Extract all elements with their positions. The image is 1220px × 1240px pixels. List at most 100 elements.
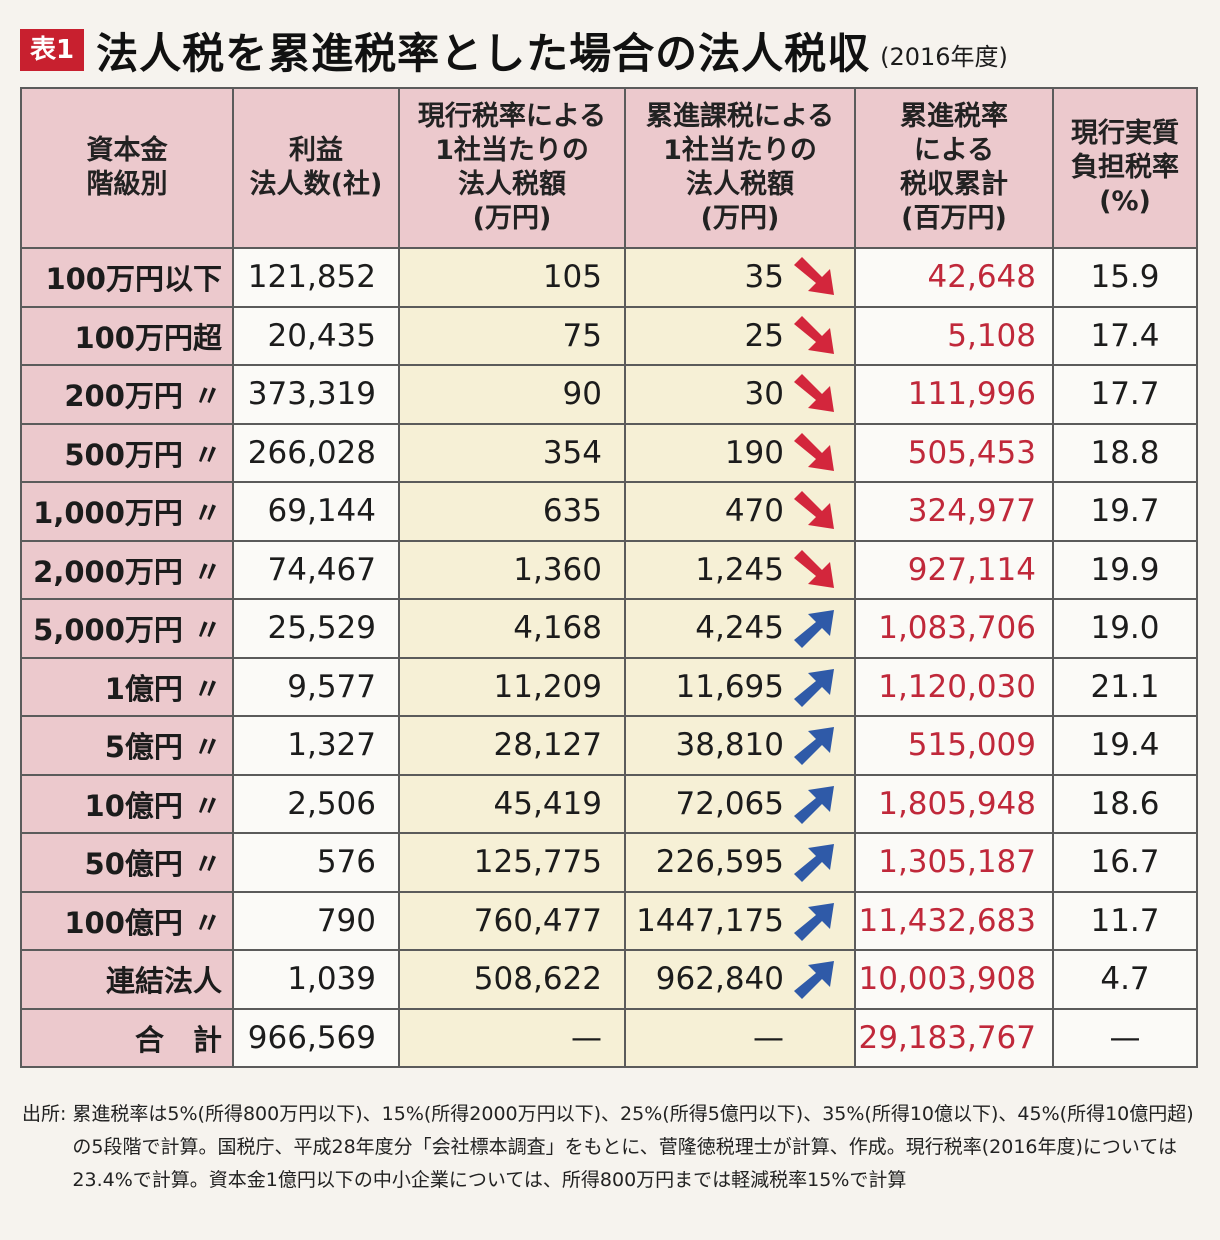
capital-class-cell: 5,000万円 〃: [20, 598, 234, 659]
arrow-up-right-icon: [794, 668, 834, 707]
company-count-cell: 1,327: [232, 715, 400, 776]
progressive-tax-wrap: 4,245: [626, 606, 854, 650]
arrow-up-right-icon: [794, 610, 834, 649]
header-row: 資本金 階級別 利益 法人数(社) 現行税率による 1社当たりの 法人税額 (万…: [20, 87, 1198, 249]
company-count-cell: 69,144: [232, 481, 400, 542]
capital-class-cell: 連結法人: [20, 949, 234, 1010]
tax-revenue-cell: 1,805,948: [854, 773, 1054, 834]
progressive-tax-wrap: 38,810: [626, 723, 854, 767]
capital-class-cell: 1億円 〃: [20, 656, 234, 717]
progressive-tax-value: 72,065: [675, 785, 784, 822]
effective-rate-cell: 19.0: [1052, 598, 1198, 659]
current-tax-cell: 125,775: [398, 832, 626, 893]
progressive-tax-cell: 226,595: [624, 832, 856, 893]
tax-revenue-cell: 324,977: [854, 481, 1054, 542]
footnote-text: 累進税率は5%(所得800万円以下)、15%(所得2000万円以下)、25%(所…: [72, 1103, 1194, 1191]
progressive-tax-value: 226,595: [655, 844, 784, 881]
tax-revenue-cell: 11,432,683: [854, 890, 1054, 951]
effective-rate-cell: 17.4: [1052, 305, 1198, 366]
progressive-tax-wrap: 190: [626, 431, 854, 475]
arrow-up-right-icon: [794, 785, 834, 824]
progressive-tax-value: —: [753, 1019, 784, 1056]
arrow-down-right-icon: [794, 257, 834, 296]
progressive-tax-value: 1,245: [695, 551, 784, 588]
effective-rate-cell: 4.7: [1052, 949, 1198, 1010]
table-row: 10億円 〃 2,506 45,419 72,065 1,805,948 18.6: [20, 773, 1198, 834]
arrow-down-right-icon: [794, 374, 834, 413]
table-row: 100万円以下 121,852 105 35 42,648 15.9: [20, 247, 1198, 308]
tax-revenue-cell: 1,305,187: [854, 832, 1054, 893]
effective-rate-cell: 18.8: [1052, 422, 1198, 483]
tax-revenue-cell: 515,009: [854, 715, 1054, 776]
table-row: 50億円 〃 576 125,775 226,595 1,305,187 16.7: [20, 832, 1198, 893]
effective-rate-cell: 19.4: [1052, 715, 1198, 776]
progressive-tax-value: 35: [744, 259, 784, 296]
arrow-down-right-icon: [794, 432, 834, 471]
tax-revenue-cell: 927,114: [854, 539, 1054, 600]
fiscal-year-note: (2016年度): [880, 42, 1008, 71]
capital-class-cell: 1,000万円 〃: [20, 481, 234, 542]
tax-revenue-cell: 42,648: [854, 247, 1054, 308]
progressive-tax-cell: 38,810: [624, 715, 856, 776]
table-row: 100万円超 20,435 75 25 5,108 17.4: [20, 305, 1198, 366]
effective-rate-cell: 19.7: [1052, 481, 1198, 542]
capital-class-cell: 200万円 〃: [20, 364, 234, 425]
table-body: 100万円以下 121,852 105 35 42,648 15.9 100万円超 20,43…: [20, 247, 1198, 1068]
progressive-tax-cell: 962,840: [624, 949, 856, 1010]
progressive-tax-cell: 72,065: [624, 773, 856, 834]
effective-rate-cell: 18.6: [1052, 773, 1198, 834]
company-count-cell: 966,569: [232, 1007, 400, 1068]
table-row: 1億円 〃 9,577 11,209 11,695 1,120,030 21.1: [20, 656, 1198, 717]
progressive-tax-cell: 1,245: [624, 539, 856, 600]
arrow-up-right-icon: [794, 902, 834, 941]
page-title: 法人税を累進税率とした場合の法人税収: [96, 28, 871, 78]
capital-class-cell: 50億円 〃: [20, 832, 234, 893]
table-row: 5,000万円 〃 25,529 4,168 4,245 1,083,706 19.0: [20, 598, 1198, 659]
progressive-tax-wrap: 226,595: [626, 840, 854, 884]
progressive-tax-wrap: 35: [626, 255, 854, 299]
progressive-tax-cell: 35: [624, 247, 856, 308]
company-count-cell: 74,467: [232, 539, 400, 600]
capital-class-cell: 500万円 〃: [20, 422, 234, 483]
capital-class-cell: 100億円 〃: [20, 890, 234, 951]
tax-revenue-cell: 5,108: [854, 305, 1054, 366]
progressive-tax-value: 11,695: [675, 668, 784, 705]
current-tax-cell: 1,360: [398, 539, 626, 600]
capital-class-cell: 100万円以下: [20, 247, 234, 308]
progressive-tax-cell: 190: [624, 422, 856, 483]
table-row: 500万円 〃 266,028 354 190 505,453 18.8: [20, 422, 1198, 483]
tax-revenue-cell: 1,120,030: [854, 656, 1054, 717]
current-tax-cell: 28,127: [398, 715, 626, 776]
effective-rate-cell: 17.7: [1052, 364, 1198, 425]
progressive-tax-value: 25: [744, 317, 784, 354]
current-tax-cell: 75: [398, 305, 626, 366]
arrow-up-right-icon: [794, 961, 834, 1000]
arrow-down-right-icon: [794, 491, 834, 530]
effective-rate-cell: 11.7: [1052, 890, 1198, 951]
table-row: 連結法人 1,039 508,622 962,840 10,003,908 4.7: [20, 949, 1198, 1010]
current-tax-cell: 105: [398, 247, 626, 308]
current-tax-cell: 508,622: [398, 949, 626, 1010]
tax-revenue-cell: 29,183,767: [854, 1007, 1054, 1068]
tax-table: 資本金 階級別 利益 法人数(社) 現行税率による 1社当たりの 法人税額 (万…: [20, 87, 1198, 1068]
table-row: 5億円 〃 1,327 28,127 38,810 515,009 19.4: [20, 715, 1198, 776]
company-count-cell: 790: [232, 890, 400, 951]
tax-revenue-cell: 1,083,706: [854, 598, 1054, 659]
header-capital-class: 資本金 階級別: [20, 87, 234, 249]
progressive-tax-wrap: 470: [626, 489, 854, 533]
effective-rate-cell: 16.7: [1052, 832, 1198, 893]
progressive-tax-value: 470: [724, 493, 784, 530]
company-count-cell: 20,435: [232, 305, 400, 366]
capital-class-cell: 合 計: [20, 1007, 234, 1068]
progressive-tax-cell: 11,695: [624, 656, 856, 717]
progressive-tax-wrap: —: [626, 1020, 854, 1056]
company-count-cell: 576: [232, 832, 400, 893]
effective-rate-cell: —: [1052, 1007, 1198, 1068]
progressive-tax-cell: 4,245: [624, 598, 856, 659]
table-row: 100億円 〃 790 760,477 1447,175 11,432,683 11.7: [20, 890, 1198, 951]
table-row: 2,000万円 〃 74,467 1,360 1,245 927,114 19.9: [20, 539, 1198, 600]
current-tax-cell: 760,477: [398, 890, 626, 951]
footnote: 出所: 累進税率は5%(所得800万円以下)、15%(所得2000万円以下)、2…: [22, 1098, 1198, 1197]
company-count-cell: 266,028: [232, 422, 400, 483]
capital-class-cell: 5億円 〃: [20, 715, 234, 776]
